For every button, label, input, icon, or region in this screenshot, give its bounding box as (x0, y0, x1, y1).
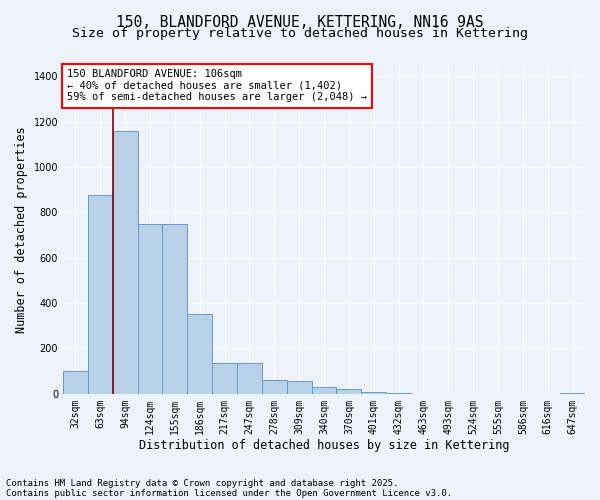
Bar (88, 196, 113, 394)
Bar (560, 392, 585, 394)
Y-axis label: Number of detached properties: Number of detached properties (15, 126, 28, 332)
Bar (63, 371, 88, 394)
Bar (163, 224, 187, 394)
Text: Size of property relative to detached houses in Kettering: Size of property relative to detached ho… (72, 28, 528, 40)
Bar (237, 363, 262, 394)
Bar (311, 387, 337, 394)
Bar (337, 390, 361, 394)
Bar (187, 314, 212, 394)
Text: 150, BLANDFORD AVENUE, KETTERING, NN16 9AS: 150, BLANDFORD AVENUE, KETTERING, NN16 9… (116, 15, 484, 30)
Bar (137, 224, 163, 394)
Text: Contains HM Land Registry data © Crown copyright and database right 2025.: Contains HM Land Registry data © Crown c… (6, 478, 398, 488)
Bar (212, 363, 237, 394)
Text: 150 BLANDFORD AVENUE: 106sqm
← 40% of detached houses are smaller (1,402)
59% of: 150 BLANDFORD AVENUE: 106sqm ← 40% of de… (67, 69, 367, 102)
Bar (287, 382, 311, 394)
Bar (361, 392, 386, 394)
Bar (386, 392, 411, 394)
X-axis label: Distribution of detached houses by size in Kettering: Distribution of detached houses by size … (139, 440, 509, 452)
Text: Contains public sector information licensed under the Open Government Licence v3: Contains public sector information licen… (6, 488, 452, 498)
Bar (113, 131, 137, 394)
Bar (262, 380, 287, 394)
